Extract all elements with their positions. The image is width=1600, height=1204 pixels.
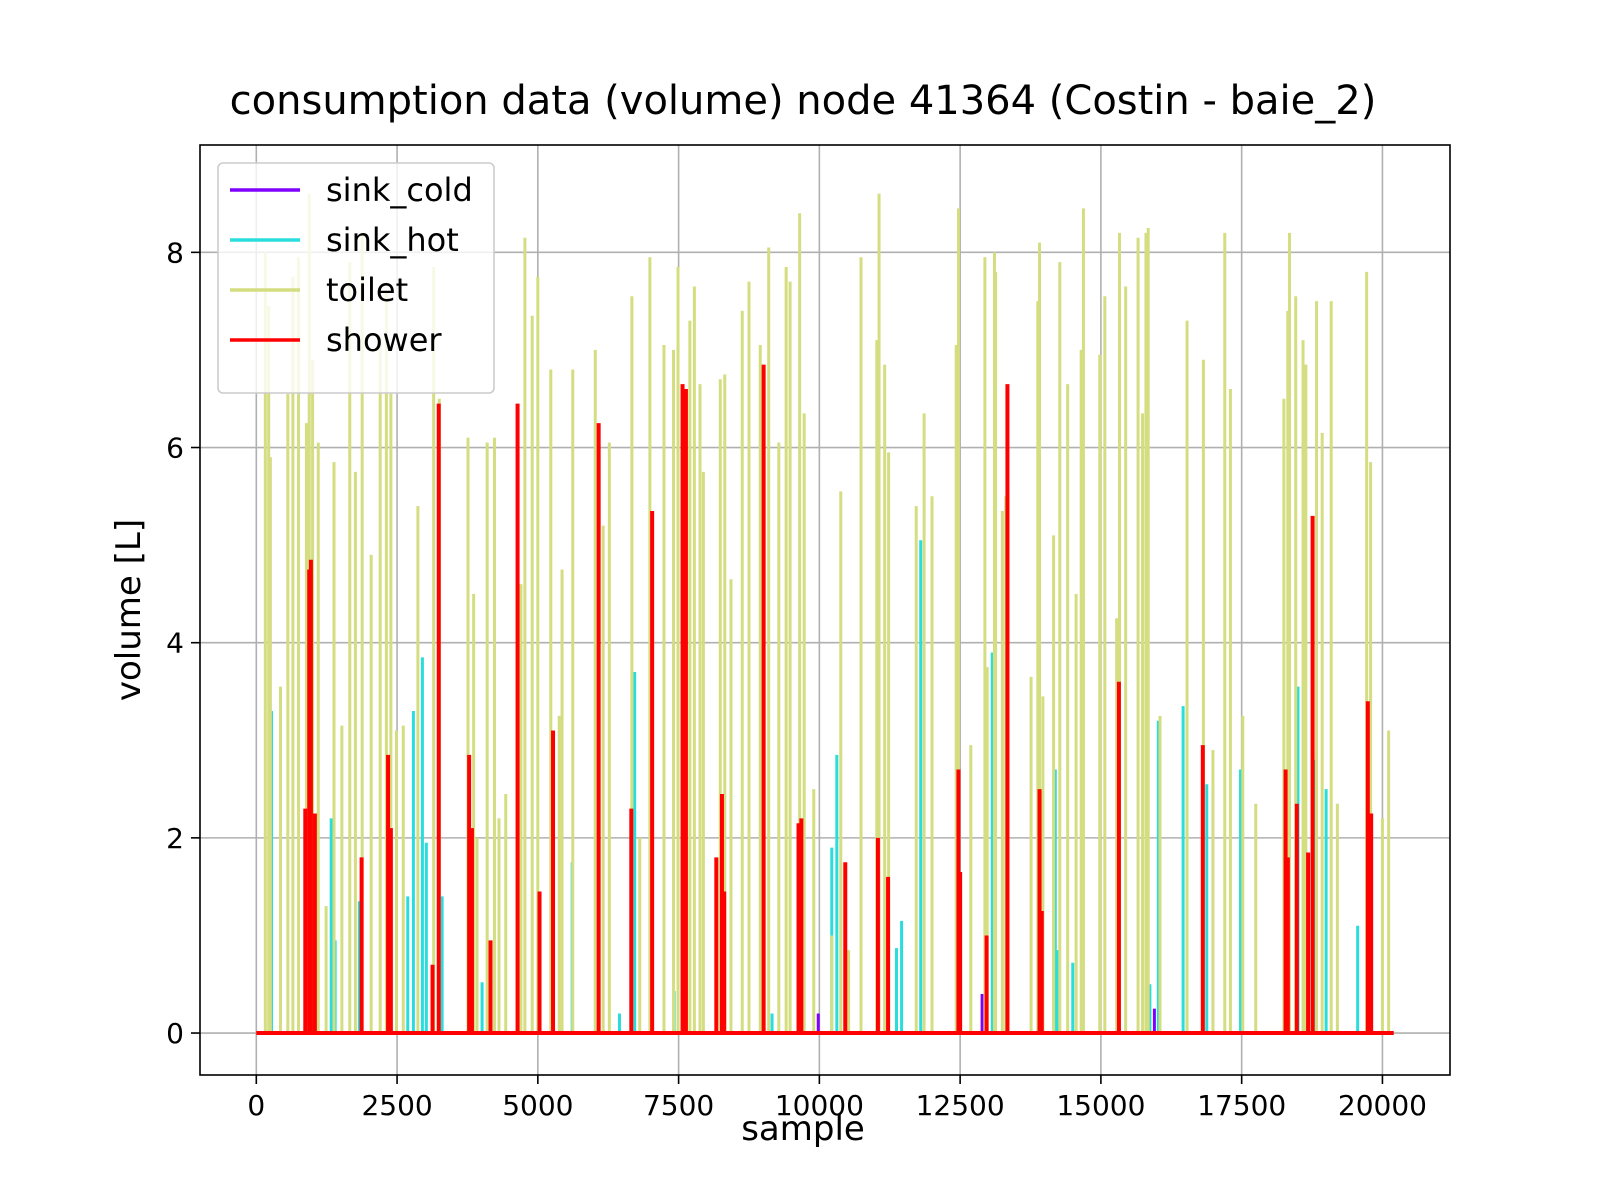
x-tick-label: 17500 <box>1197 1089 1286 1122</box>
series-toilet <box>256 193 1394 1035</box>
y-tick-label: 0 <box>166 1017 184 1050</box>
x-tick-label: 5000 <box>502 1089 573 1122</box>
legend-label: sink_cold <box>326 171 473 209</box>
x-tick-label: 7500 <box>643 1089 714 1122</box>
axes: 0 2500 5000 7500 10000 12500 15000 17500 20000 0 2… <box>166 236 1427 1122</box>
x-axis-label: sample <box>741 1109 865 1149</box>
plot-frame <box>199 144 1451 1076</box>
legend-label: sink_hot <box>326 221 459 259</box>
y-tick-label: 6 <box>166 432 184 465</box>
x-tick-label: 20000 <box>1338 1089 1427 1122</box>
x-tick-label: 0 <box>247 1089 265 1122</box>
plot-series <box>256 193 1394 1036</box>
legend-item: shower <box>230 321 442 359</box>
series-shower <box>256 364 1394 1036</box>
x-tick-label: 2500 <box>361 1089 432 1122</box>
chart-title: consumption data (volume) node 41364 (Co… <box>230 78 1377 124</box>
legend-item: toilet <box>230 271 408 309</box>
legend-label: toilet <box>326 271 408 309</box>
x-tick-label: 12500 <box>916 1089 1005 1122</box>
legend-box <box>217 162 495 394</box>
legend-item: sink_cold <box>230 171 473 209</box>
legend-item: sink_hot <box>230 221 459 259</box>
y-tick-label: 2 <box>166 822 184 855</box>
x-tick-label: 15000 <box>1056 1089 1145 1122</box>
x-tick-label: 10000 <box>775 1089 864 1122</box>
legend-label: shower <box>326 321 442 359</box>
y-tick-label: 8 <box>166 236 184 269</box>
y-axis-label: volume [L] <box>109 519 149 701</box>
y-tick-label: 4 <box>166 627 184 660</box>
